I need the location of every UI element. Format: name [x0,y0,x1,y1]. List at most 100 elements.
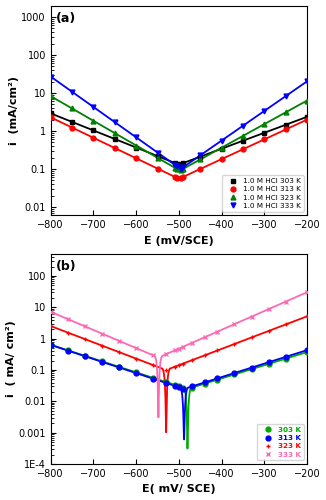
1.0 M HCl 323 K [92,118,96,124]
313 K [215,376,219,382]
1.0 M HCl 313 K [181,174,185,180]
323 K [190,358,194,364]
1.0 M HCl 333 K [49,74,53,80]
323 K [173,364,177,370]
1.0 M HCl 313 K [173,174,177,180]
313 K [83,353,87,359]
1.0 M HCl 313 K [134,156,138,162]
1.0 M HCl 323 K [134,142,138,148]
Text: (b): (b) [56,260,77,274]
313 K [305,347,309,353]
1.0 M HCl 333 K [241,122,245,128]
323 K [177,362,181,368]
323 K [181,360,185,366]
1.0 M HCl 303 K [113,136,117,142]
323 K [134,356,138,362]
Legend: 1.0 M HCl 303 K, 1.0 M HCl 313 K, 1.0 M HCl 323 K, 1.0 M HCl 333 K: 1.0 M HCl 303 K, 1.0 M HCl 313 K, 1.0 M … [222,176,304,212]
1.0 M HCl 333 K [70,89,74,95]
1.0 M HCl 323 K [305,98,309,103]
Line: 1.0 M HCl 303 K: 1.0 M HCl 303 K [48,111,310,166]
313 K [117,364,121,370]
313 K [49,342,53,348]
Line: 323 K: 323 K [48,314,310,372]
323 K [83,336,87,342]
323 K [305,314,309,320]
1.0 M HCl 323 K [49,93,53,99]
303 K [232,372,236,378]
1.0 M HCl 323 K [156,155,159,161]
333 K [232,321,236,327]
333 K [100,330,104,336]
303 K [134,370,138,376]
313 K [100,359,104,365]
313 K [151,376,155,382]
313 K [173,383,177,389]
303 K [250,366,254,372]
303 K [66,348,70,354]
1.0 M HCl 303 K [305,114,309,120]
323 K [100,342,104,348]
1.0 M HCl 333 K [198,152,202,158]
1.0 M HCl 303 K [173,160,177,166]
1.0 M HCl 323 K [179,167,183,173]
333 K [66,316,70,322]
1.0 M HCl 333 K [181,164,185,170]
333 K [173,348,177,354]
313 K [284,354,288,360]
1.0 M HCl 323 K [173,165,177,171]
333 K [190,340,194,346]
313 K [202,380,206,386]
1.0 M HCl 323 K [262,121,266,127]
1.0 M HCl 303 K [284,122,288,128]
Y-axis label: i  (mA/cm²): i (mA/cm²) [8,76,19,145]
313 K [164,380,168,386]
303 K [100,358,104,364]
1.0 M HCl 323 K [113,130,117,136]
1.0 M HCl 313 K [262,136,266,142]
1.0 M HCl 333 K [134,134,138,140]
333 K [177,346,181,352]
X-axis label: E (mV/SCE): E (mV/SCE) [144,236,214,246]
Line: 1.0 M HCl 313 K: 1.0 M HCl 313 K [48,115,310,180]
323 K [164,367,168,373]
303 K [284,356,288,362]
1.0 M HCl 313 K [284,126,288,132]
1.0 M HCl 313 K [175,175,179,181]
323 K [250,334,254,340]
323 K [151,362,155,368]
1.0 M HCl 333 K [284,93,288,99]
323 K [267,328,271,334]
1.0 M HCl 303 K [70,119,74,125]
1.0 M HCl 333 K [156,150,159,156]
333 K [117,338,121,344]
1.0 M HCl 303 K [179,161,183,167]
Line: 1.0 M HCl 333 K: 1.0 M HCl 333 K [48,74,310,171]
333 K [305,289,309,295]
323 K [215,348,219,354]
1.0 M HCl 333 K [179,166,183,172]
1.0 M HCl 333 K [92,104,96,110]
1.0 M HCl 323 K [70,106,74,112]
313 K [232,370,236,376]
1.0 M HCl 313 K [70,124,74,130]
Line: 313 K: 313 K [48,342,310,391]
303 K [267,361,271,367]
1.0 M HCl 303 K [156,153,159,159]
1.0 M HCl 303 K [49,110,53,116]
1.0 M HCl 313 K [49,114,53,120]
1.0 M HCl 323 K [241,133,245,139]
303 K [173,382,177,388]
1.0 M HCl 303 K [198,154,202,160]
303 K [83,353,87,359]
1.0 M HCl 303 K [134,144,138,150]
303 K [181,384,185,390]
303 K [117,364,121,370]
1.0 M HCl 333 K [173,162,177,168]
323 K [49,323,53,329]
1.0 M HCl 313 K [198,166,202,172]
Line: 333 K: 333 K [48,290,310,358]
303 K [190,384,194,390]
303 K [305,349,309,355]
1.0 M HCl 313 K [92,135,96,141]
333 K [181,344,185,349]
